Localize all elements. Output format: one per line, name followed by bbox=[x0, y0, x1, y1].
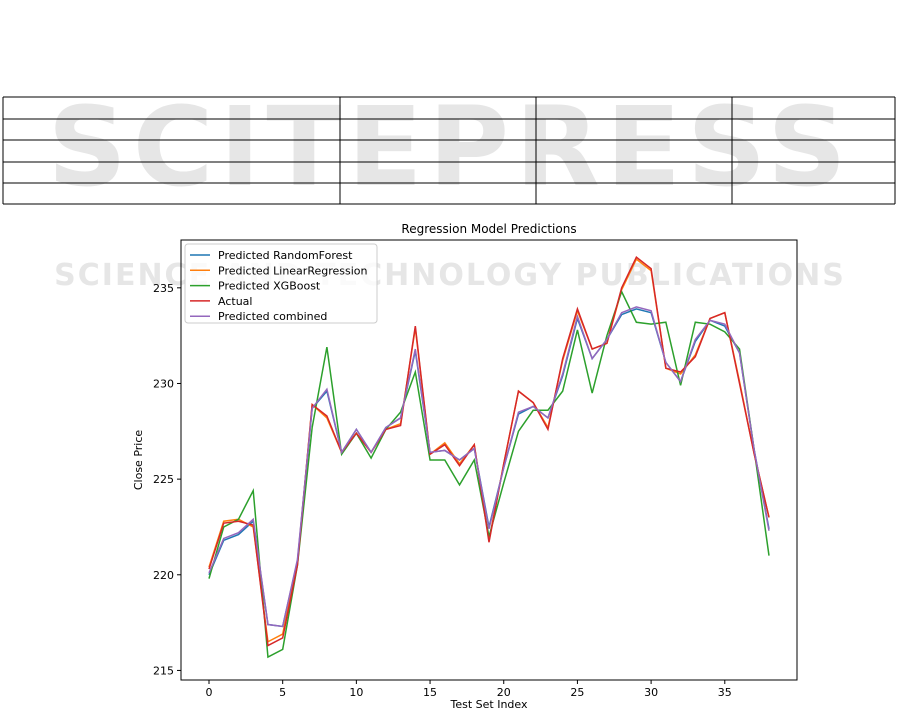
watermark-title: SCITEPRESS bbox=[47, 83, 852, 211]
legend-label: Predicted RandomForest bbox=[218, 249, 353, 262]
y-tick-label: 220 bbox=[153, 569, 174, 582]
y-tick-label: 235 bbox=[153, 282, 174, 295]
legend-label: Predicted XGBoost bbox=[218, 280, 321, 293]
x-tick-label: 15 bbox=[423, 686, 437, 699]
legend-label: Actual bbox=[218, 295, 252, 308]
x-axis-label: Test Set Index bbox=[450, 698, 528, 711]
plot-frame bbox=[180, 239, 798, 681]
x-tick-label: 35 bbox=[718, 686, 732, 699]
x-tick-label: 0 bbox=[206, 686, 213, 699]
series-line bbox=[208, 306, 770, 628]
legend-label: Predicted combined bbox=[218, 310, 327, 323]
legend: Predicted RandomForest Predicted LinearRe… bbox=[184, 243, 378, 324]
y-tick-label: 215 bbox=[153, 664, 174, 677]
y-axis-label: Close Price bbox=[132, 430, 145, 491]
chart-title: Regression Model Predictions bbox=[401, 222, 576, 236]
x-tick-label: 30 bbox=[644, 686, 658, 699]
x-tick-label: 25 bbox=[570, 686, 584, 699]
empty-table bbox=[2, 96, 896, 205]
legend-label: Predicted LinearRegression bbox=[218, 264, 368, 277]
legend-frame bbox=[184, 243, 378, 324]
x-tick-label: 20 bbox=[497, 686, 511, 699]
series-line bbox=[208, 289, 770, 659]
y-tick-label: 230 bbox=[153, 377, 174, 390]
x-tick-label: 5 bbox=[279, 686, 286, 699]
x-tick-label: 10 bbox=[349, 686, 363, 699]
chart: Regression Model Predictions Test Set Ind… bbox=[132, 222, 798, 711]
y-tick-label: 225 bbox=[153, 473, 174, 486]
